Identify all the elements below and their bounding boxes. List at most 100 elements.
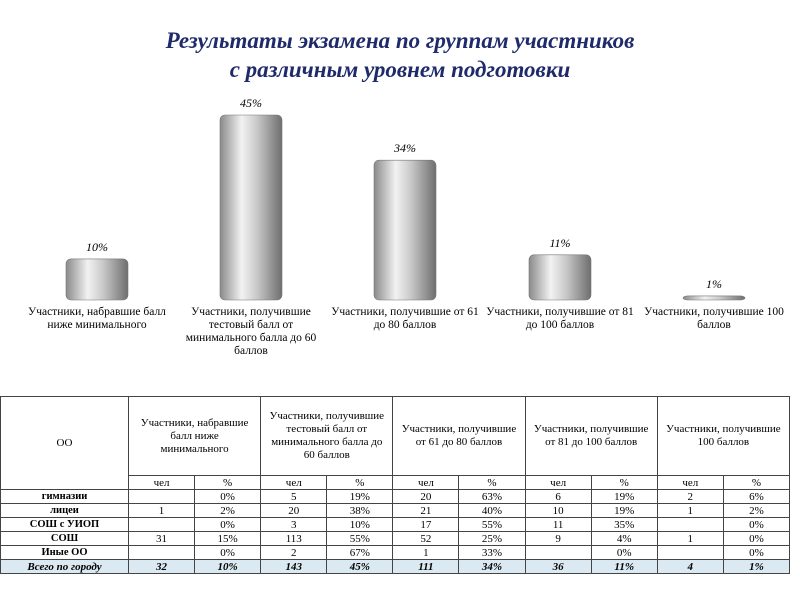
row-name: Иные ОО	[0, 545, 129, 560]
table-cell: 1	[127, 503, 196, 518]
table-cell: 40%	[458, 503, 526, 518]
table-cell: 20	[392, 489, 460, 504]
bar	[219, 114, 283, 301]
table-cell: 19%	[590, 489, 658, 504]
table-cell: 111	[392, 559, 460, 574]
subheader-count: чел	[127, 475, 196, 490]
table-cell: 0%	[194, 489, 262, 504]
table-cell: 0%	[722, 531, 791, 546]
table-cell: 34%	[458, 559, 526, 574]
table-row: СОШ 31 15% 113 55% 52 25% 9 4% 1 0%	[0, 531, 791, 546]
table-cell: 19%	[590, 503, 658, 518]
table-cell: 5	[260, 489, 328, 504]
table-cell	[127, 545, 196, 560]
table-cell	[656, 545, 724, 560]
bar	[65, 258, 129, 301]
table-cell: 11%	[590, 559, 658, 574]
table-cell: 11	[524, 517, 592, 532]
table-cell: 0%	[194, 517, 262, 532]
category-label: Участники, получившие от 81 до 100 балло…	[486, 306, 634, 331]
table-cell: 10%	[326, 517, 394, 532]
table-cell: 45%	[326, 559, 394, 574]
table-cell: 25%	[458, 531, 526, 546]
table-cell: 6%	[722, 489, 791, 504]
table-cell: 2	[260, 545, 328, 560]
title-line-2: с различным уровнем подготовки	[229, 57, 571, 82]
table-cell: 38%	[326, 503, 394, 518]
row-name: СОШ	[0, 531, 129, 546]
table-cell: 1	[392, 545, 460, 560]
total-row: Всего по городу 32 10% 143 45% 111 34% 36 11% 4 1%	[0, 559, 791, 574]
table-cell: 19%	[326, 489, 394, 504]
table-cell	[127, 517, 196, 532]
table-row: лицеи 1 2% 20 38% 21 40% 10 19% 1 2%	[0, 503, 791, 518]
title-line-1: Результаты экзамена по группам участнико…	[165, 28, 635, 53]
bar-chart: 10% 45% 34% 11% 1%	[65, 96, 746, 301]
table-cell: 63%	[458, 489, 526, 504]
table-cell: 0%	[722, 517, 791, 532]
header-oo: ОО	[0, 396, 129, 490]
header-group: Участники, набравшие балл ниже минимальн…	[127, 396, 262, 476]
table-cell: 0%	[722, 545, 791, 560]
table-cell: 113	[260, 531, 328, 546]
table-cell: 2	[656, 489, 724, 504]
bar	[682, 295, 746, 301]
header-group: Участники, получившие от 61 до 80 баллов	[392, 396, 526, 476]
table-cell: 4	[656, 559, 724, 574]
table-cell: 0%	[194, 545, 262, 560]
data-label: 1%	[706, 277, 722, 291]
table-cell: 20	[260, 503, 328, 518]
table-cell	[524, 545, 592, 560]
table-row: Иные ОО 0% 2 67% 1 33% 0% 0%	[0, 545, 791, 560]
table-cell: 33%	[458, 545, 526, 560]
chart-title: Результаты экзамена по группам участнико…	[0, 26, 800, 84]
table-cell	[127, 489, 196, 504]
table-cell: 0%	[590, 545, 658, 560]
subheader-percent: %	[194, 475, 262, 490]
table-cell: 1%	[722, 559, 791, 574]
category-label: Участники, набравшие балл ниже минимальн…	[28, 306, 166, 331]
header-group: Участники, получившие тестовый балл от м…	[260, 396, 394, 476]
table-cell: 55%	[326, 531, 394, 546]
row-name: СОШ с УИОП	[0, 517, 129, 532]
subheader-count: чел	[524, 475, 592, 490]
data-label: 45%	[240, 96, 262, 110]
table-row: гимназии 0% 5 19% 20 63% 6 19% 2 6%	[0, 489, 791, 504]
table-cell: 143	[260, 559, 328, 574]
table-cell: 55%	[458, 517, 526, 532]
subheader-percent: %	[590, 475, 658, 490]
results-table: ОО Участники, набравшие балл ниже минимал…	[0, 396, 791, 574]
table-cell: 21	[392, 503, 460, 518]
table-cell: 1	[656, 531, 724, 546]
table-cell: 2%	[194, 503, 262, 518]
data-label: 10%	[86, 240, 108, 254]
table-cell: 15%	[194, 531, 262, 546]
row-name: гимназии	[0, 489, 129, 504]
subheader-count: чел	[392, 475, 460, 490]
data-label: 34%	[393, 141, 416, 155]
row-name: лицеи	[0, 503, 129, 518]
table-cell: 4%	[590, 531, 658, 546]
header-group: Участники, получившие 100 баллов	[656, 396, 791, 476]
subheader-percent: %	[722, 475, 791, 490]
table-cell: 6	[524, 489, 592, 504]
table-cell: 10	[524, 503, 592, 518]
table-cell: 67%	[326, 545, 394, 560]
subheader-count: чел	[260, 475, 328, 490]
subheader-count: чел	[656, 475, 724, 490]
table-cell: 2%	[722, 503, 791, 518]
table-cell: 1	[656, 503, 724, 518]
table-cell: 17	[392, 517, 460, 532]
table-cell: 32	[127, 559, 196, 574]
data-label: 11%	[549, 236, 570, 250]
table-cell: 31	[127, 531, 196, 546]
category-label: Участники, получившие 100 баллов	[644, 306, 784, 331]
table-cell: 9	[524, 531, 592, 546]
header-group: Участники, получившие от 81 до 100 балло…	[524, 396, 658, 476]
table-cell: 36	[524, 559, 592, 574]
table-row: СОШ с УИОП 0% 3 10% 17 55% 11 35% 0%	[0, 517, 791, 532]
subheader-percent: %	[458, 475, 526, 490]
row-name: Всего по городу	[0, 559, 129, 574]
category-label: Участники, получившие от 61 до 80 баллов	[331, 306, 479, 331]
bar	[528, 254, 592, 301]
